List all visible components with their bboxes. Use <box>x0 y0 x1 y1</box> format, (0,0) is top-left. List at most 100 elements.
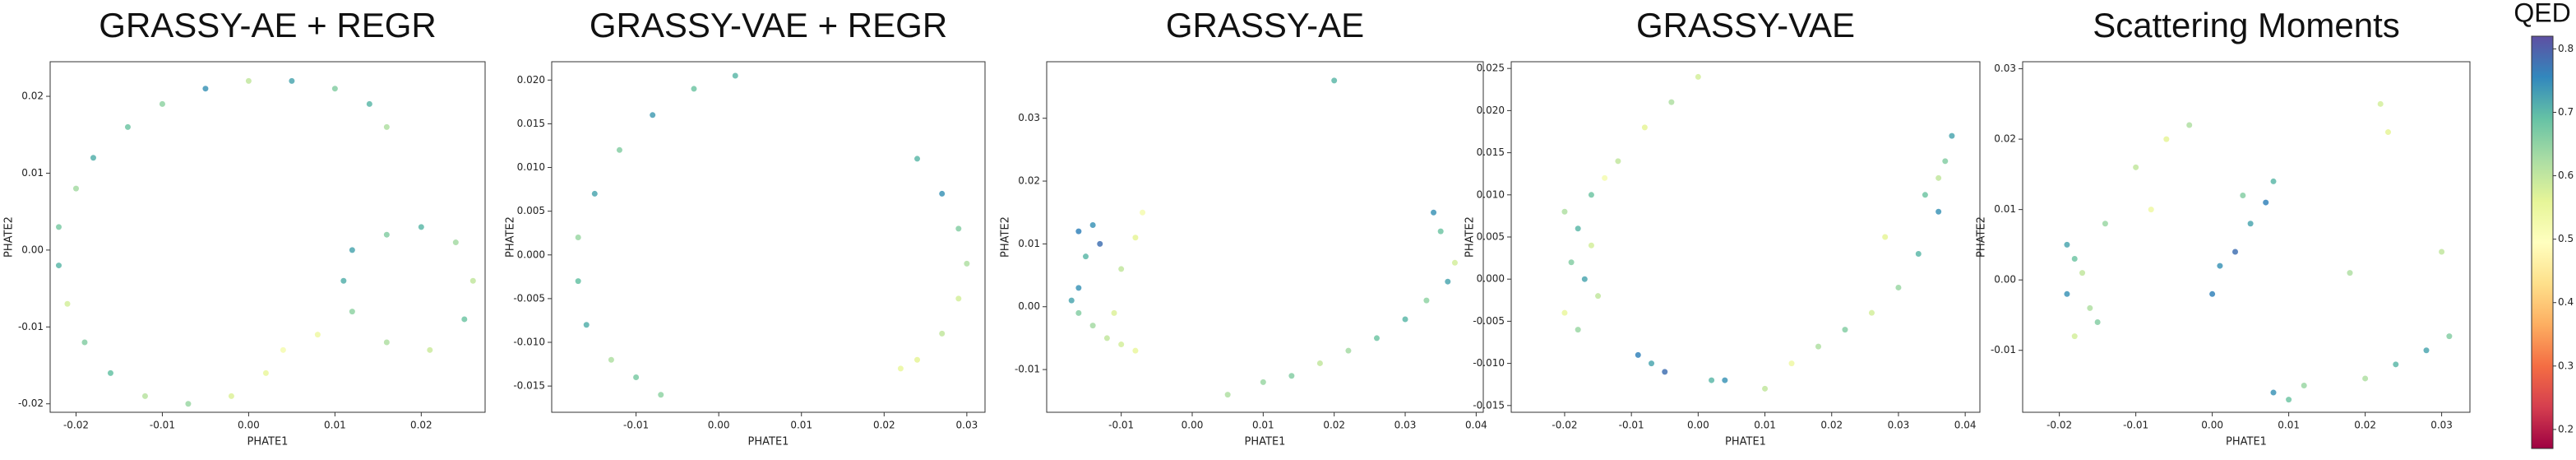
x-tick-label: 0.01 <box>324 420 346 431</box>
point <box>2270 178 2277 184</box>
point <box>914 156 921 162</box>
point <box>469 277 476 284</box>
point <box>2446 333 2453 340</box>
point <box>2087 304 2093 311</box>
point <box>2286 397 2292 403</box>
point <box>2217 263 2223 269</box>
point <box>2247 221 2254 227</box>
point <box>124 123 131 130</box>
point <box>1588 242 1594 249</box>
y-tick-label: 0.000 <box>1477 273 1505 285</box>
point <box>964 260 970 267</box>
x-tick-label: -0.01 <box>1619 420 1644 431</box>
x-axis-label: PHATE1 <box>1725 436 1766 448</box>
colorbar-tick-label: 0.6 <box>2558 170 2574 181</box>
point <box>658 392 664 398</box>
y-tick-label: -0.010 <box>1473 357 1505 369</box>
point <box>1373 335 1380 342</box>
point <box>1402 316 1408 323</box>
point <box>1868 309 1875 316</box>
point <box>107 369 113 376</box>
point <box>1575 225 1581 232</box>
point <box>2186 122 2193 128</box>
x-tick-label: 0.00 <box>238 420 260 431</box>
y-axis-label: PHATE2 <box>3 216 16 258</box>
point <box>2232 249 2239 255</box>
point <box>1641 124 1648 131</box>
point <box>1082 253 1089 260</box>
point <box>2209 290 2216 297</box>
point <box>1118 342 1125 348</box>
colorbar-tick-label: 0.4 <box>2558 296 2574 308</box>
y-axis-label: PHATE2 <box>1464 216 1477 258</box>
point <box>280 346 286 353</box>
point <box>2079 270 2086 276</box>
point <box>1602 174 1608 181</box>
point <box>1431 209 1437 216</box>
point <box>1935 174 1942 181</box>
point <box>897 365 904 372</box>
colorbar-title: QED <box>2514 0 2570 27</box>
y-tick-label: 0.01 <box>1018 238 1040 249</box>
point <box>2071 333 2078 340</box>
point <box>1132 347 1139 354</box>
y-tick-label: 0.025 <box>1477 63 1505 74</box>
point <box>331 86 338 92</box>
point <box>1445 278 1451 285</box>
point <box>1568 259 1575 266</box>
y-tick-label: 0.010 <box>1477 188 1505 200</box>
point <box>1915 250 1922 257</box>
y-tick-label: 0.005 <box>517 205 545 216</box>
point <box>1097 240 1103 247</box>
point <box>2347 270 2353 276</box>
point <box>2071 256 2078 263</box>
x-tick-label: 0.04 <box>1465 420 1487 431</box>
x-tick-label: -0.01 <box>623 420 649 431</box>
point <box>1762 385 1769 392</box>
y-tick-label: 0.03 <box>1018 112 1040 123</box>
chart-title: GRASSY-AE + REGR <box>99 6 436 44</box>
point <box>955 295 962 302</box>
point <box>185 401 192 407</box>
point <box>64 300 71 307</box>
point <box>72 185 79 192</box>
x-axis-label: PHATE1 <box>748 436 789 448</box>
y-tick-label: -0.015 <box>513 380 545 392</box>
y-tick-label: 0.03 <box>1994 63 2016 74</box>
point <box>1140 209 1146 216</box>
x-tick-label: 0.03 <box>2430 420 2453 431</box>
x-tick-label: 0.02 <box>1323 420 1345 431</box>
point <box>1068 297 1075 304</box>
point <box>650 112 656 118</box>
point <box>1722 377 1728 383</box>
point <box>1815 343 1822 350</box>
point <box>1111 309 1117 316</box>
point <box>383 339 390 346</box>
x-tick-label: -0.01 <box>2123 420 2148 431</box>
point <box>2064 241 2070 248</box>
point <box>1103 335 1110 342</box>
y-tick-label: 0.00 <box>1994 274 2016 286</box>
x-axis-label: PHATE1 <box>2226 436 2267 448</box>
y-tick-label: -0.005 <box>1473 315 1505 327</box>
y-tick-label: -0.01 <box>1015 364 1040 375</box>
point <box>1089 323 1096 329</box>
point <box>55 224 62 230</box>
point <box>633 374 640 381</box>
point <box>141 393 148 399</box>
x-tick-label: 0.00 <box>708 420 730 431</box>
point <box>575 235 581 241</box>
point <box>1788 360 1795 367</box>
y-tick-label: 0.02 <box>21 91 44 102</box>
y-axis-label: PHATE2 <box>505 216 517 258</box>
point <box>90 155 96 161</box>
x-tick-label: -0.01 <box>150 420 175 431</box>
y-tick-label: 0.02 <box>1018 175 1040 187</box>
x-tick-label: 0.04 <box>1954 420 1977 431</box>
point <box>1331 77 1338 84</box>
point <box>1118 266 1125 272</box>
y-tick-label: 0.015 <box>517 118 545 129</box>
point <box>1942 158 1949 165</box>
x-tick-label: 0.02 <box>1820 420 1843 431</box>
